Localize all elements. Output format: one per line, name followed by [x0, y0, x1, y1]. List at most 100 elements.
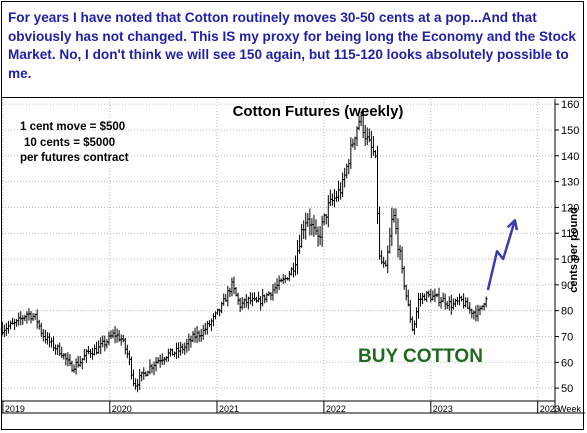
price-bar: [390, 207, 394, 247]
price-bar: [431, 290, 435, 301]
price-bar: [207, 320, 211, 327]
x-tick-label: 2020: [112, 404, 132, 414]
price-bar: [300, 223, 304, 248]
price-bar: [269, 291, 273, 301]
price-bar: [82, 348, 86, 361]
price-bar: [382, 256, 386, 268]
price-bar: [460, 295, 464, 302]
price-bar: [8, 320, 12, 330]
price-bar: [76, 355, 80, 368]
price-bar: [138, 368, 142, 390]
price-bar: [152, 361, 156, 376]
y-tick-label: 80: [561, 306, 573, 318]
price-bar: [183, 342, 187, 355]
price-bar: [355, 126, 359, 147]
y-tick-label: 150: [561, 125, 579, 137]
price-bar: [371, 135, 375, 156]
price-bar: [205, 320, 209, 335]
price-bar: [394, 208, 398, 235]
price-bar: [398, 245, 402, 261]
price-bar: [211, 313, 215, 327]
price-bar: [410, 316, 414, 332]
price-bar: [6, 320, 10, 334]
price-bar: [464, 297, 468, 308]
x-tick-label: 2023: [540, 404, 560, 414]
price-bar: [43, 329, 47, 344]
projection-line: [486, 219, 517, 291]
commentary-text: For years I have noted that Cotton routi…: [8, 10, 576, 81]
price-bar: [324, 213, 328, 225]
price-bar: [127, 350, 131, 366]
price-bar: [447, 296, 451, 311]
price-bar: [291, 262, 295, 278]
price-bar: [64, 353, 68, 366]
price-bar: [261, 288, 265, 307]
price-bar: [181, 343, 185, 354]
price-bar: [17, 312, 21, 326]
price-bar: [201, 324, 205, 340]
price-bar: [314, 219, 318, 236]
price-bar: [343, 167, 347, 188]
price-bar: [230, 277, 234, 297]
price-bar: [318, 226, 322, 246]
price-bar: [296, 239, 300, 275]
price-bar: [369, 130, 373, 159]
price-bar: [441, 292, 445, 303]
price-bar: [257, 291, 261, 303]
price-bar: [111, 329, 115, 339]
price-bar: [99, 337, 103, 355]
price-bar: [462, 293, 466, 309]
y-tick-label: 140: [561, 151, 579, 163]
price-bar: [25, 311, 29, 324]
price-bar: [45, 332, 49, 345]
price-bar: [136, 378, 140, 393]
price-bar: [421, 292, 425, 305]
price-bar: [187, 333, 191, 351]
price-bar: [47, 332, 51, 348]
price-bar: [23, 314, 27, 322]
price-bar: [400, 246, 404, 274]
price-bar: [283, 275, 287, 284]
price-bar: [248, 292, 252, 305]
price-bar: [238, 297, 242, 313]
price-bar: [351, 138, 355, 148]
price-bar: [195, 326, 199, 344]
y-tick-label: 100: [561, 254, 579, 266]
chart-title: Cotton Futures (weekly): [233, 103, 404, 120]
price-bar: [146, 370, 150, 377]
price-bar: [275, 278, 279, 294]
price-bar: [218, 308, 222, 317]
price-bar: [414, 307, 418, 328]
price-bar: [175, 342, 179, 359]
price-bar: [226, 286, 230, 307]
contract-info-line: per futures contract: [20, 152, 129, 164]
price-bar: [412, 320, 416, 335]
price-bar: [468, 301, 472, 314]
price-bar: [289, 267, 293, 276]
price-bar: [339, 182, 343, 200]
price-bar: [388, 227, 392, 254]
price-bar: [164, 356, 168, 362]
price-bar: [484, 296, 488, 308]
price-bar: [173, 351, 177, 357]
price-bar: [396, 218, 400, 258]
price-bar: [41, 328, 45, 342]
price-bar: [427, 290, 431, 298]
price-bar: [148, 359, 152, 375]
price-bar: [341, 172, 345, 198]
price-bar: [166, 348, 170, 362]
price-bar: [52, 336, 56, 352]
price-bar: [154, 357, 158, 372]
price-bar: [271, 283, 275, 301]
y-axis-label: cents per pound: [568, 207, 580, 293]
price-bar: [39, 322, 43, 337]
price-bar: [222, 293, 226, 306]
price-bar: [277, 275, 281, 291]
y-tick-label: 110: [561, 228, 579, 240]
price-bar: [419, 292, 423, 307]
price-bar: [326, 195, 330, 228]
price-bar: [373, 150, 377, 159]
price-bar: [144, 371, 148, 377]
price-bar: [453, 298, 457, 308]
